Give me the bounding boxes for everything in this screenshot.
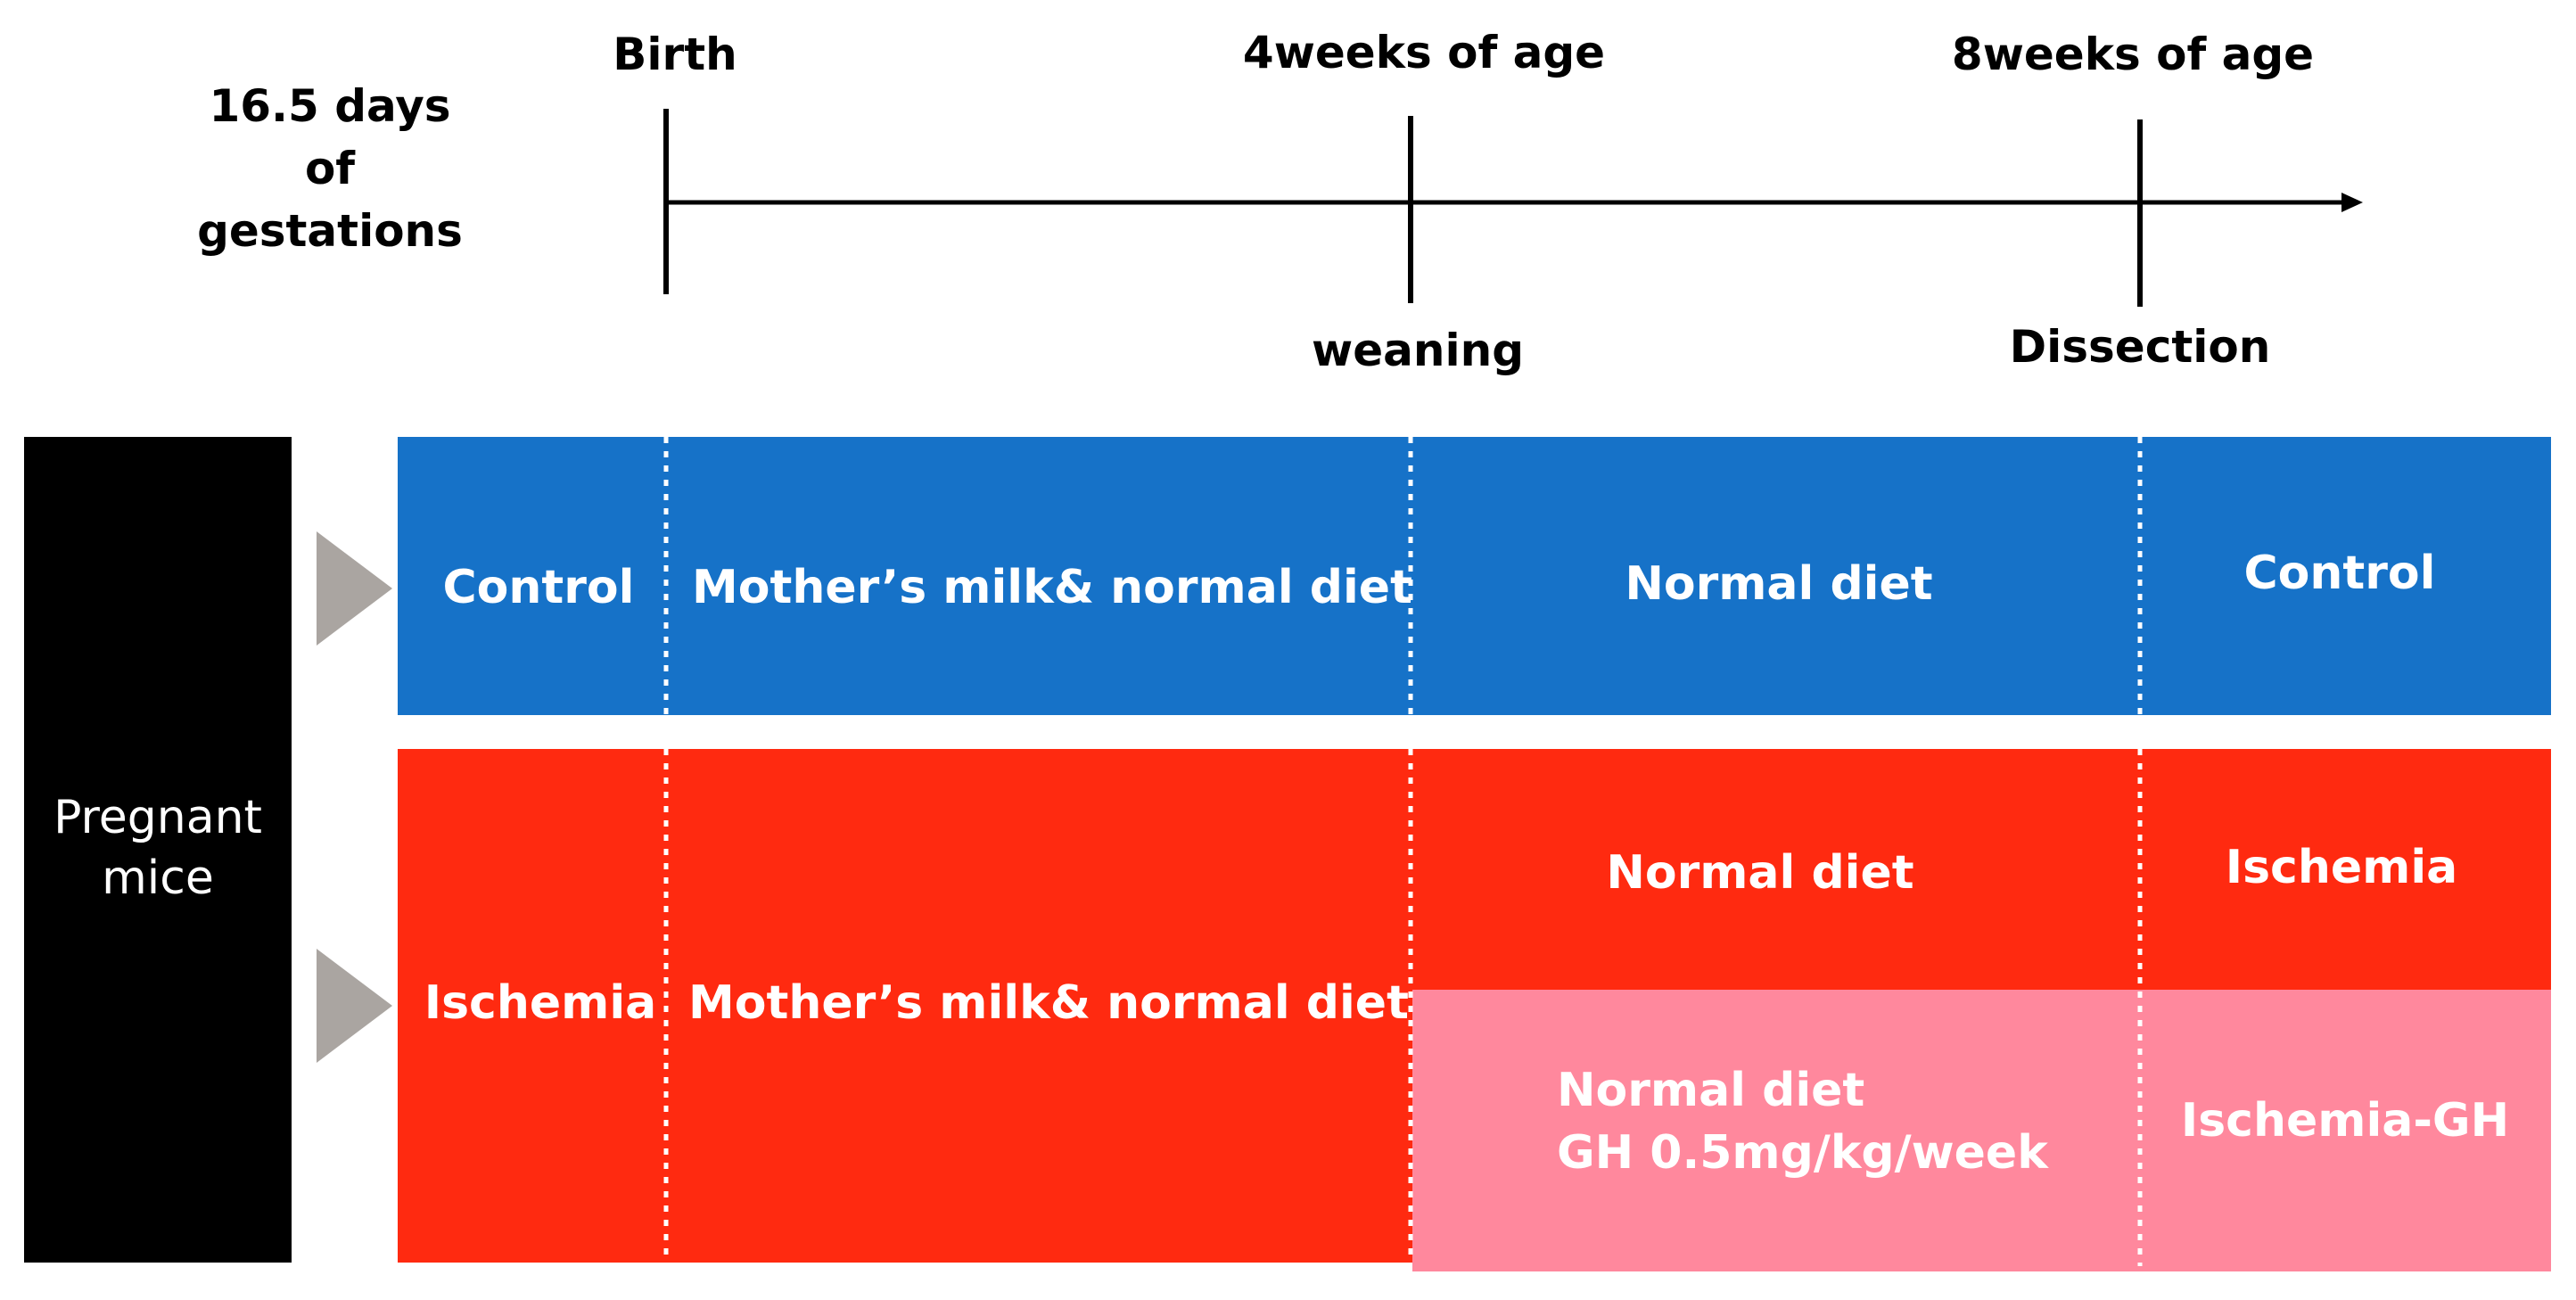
ischemia-outcome-upper-label: Ischemia bbox=[2226, 841, 2458, 894]
control-band bbox=[398, 437, 2551, 715]
ischemia-phase1-label: Mother’s milk& normal diet bbox=[688, 976, 1409, 1030]
gh-treatment-band bbox=[1412, 990, 2551, 1271]
gestation-label-line3: gestations bbox=[197, 205, 463, 257]
ischemia-arrow-icon bbox=[317, 949, 392, 1063]
gh-outcome-label: Ischemia-GH bbox=[2181, 1094, 2509, 1148]
control-arrow-icon bbox=[317, 531, 392, 646]
control-phase2-label: Normal diet bbox=[1625, 557, 1932, 611]
timeline-arrowhead bbox=[2341, 193, 2363, 212]
control-group-label: Control bbox=[443, 561, 635, 614]
gh-phase2-label-line1: Normal diet bbox=[1557, 1064, 1864, 1117]
pregnant-mice-label-line2: mice bbox=[102, 852, 214, 905]
phase-separators bbox=[663, 437, 2143, 1266]
weaning-label: weaning bbox=[1312, 325, 1524, 376]
gh-phase2-label-line2: GH 0.5mg/kg/week bbox=[1557, 1126, 2049, 1180]
birth-label: Birth bbox=[613, 29, 737, 80]
ischemia-row: Ischemia Mother’s milk& normal diet Norm… bbox=[398, 749, 2551, 1271]
pregnant-mice-label-line1: Pregnant bbox=[53, 791, 262, 844]
control-outcome-label: Control bbox=[2244, 547, 2436, 600]
control-phase1-label: Mother’s milk& normal diet bbox=[692, 561, 1412, 614]
timeline: 16.5 days of gestations Birth 4weeks of … bbox=[197, 27, 2363, 376]
dissection-label: Dissection bbox=[2010, 321, 2271, 373]
control-row: Control Mother’s milk& normal diet Norma… bbox=[398, 437, 2551, 715]
pregnant-mice-box bbox=[24, 437, 292, 1263]
gestation-label-line1: 16.5 days bbox=[209, 80, 450, 132]
week8-label: 8weeks of age bbox=[1952, 29, 2314, 80]
ischemia-phase2-upper-label: Normal diet bbox=[1606, 846, 1913, 900]
gestation-label-line2: of bbox=[305, 143, 356, 194]
week4-label: 4weeks of age bbox=[1243, 27, 1605, 78]
pregnant-mice-block: Pregnant mice bbox=[24, 437, 292, 1263]
ischemia-group-label: Ischemia bbox=[424, 976, 657, 1030]
